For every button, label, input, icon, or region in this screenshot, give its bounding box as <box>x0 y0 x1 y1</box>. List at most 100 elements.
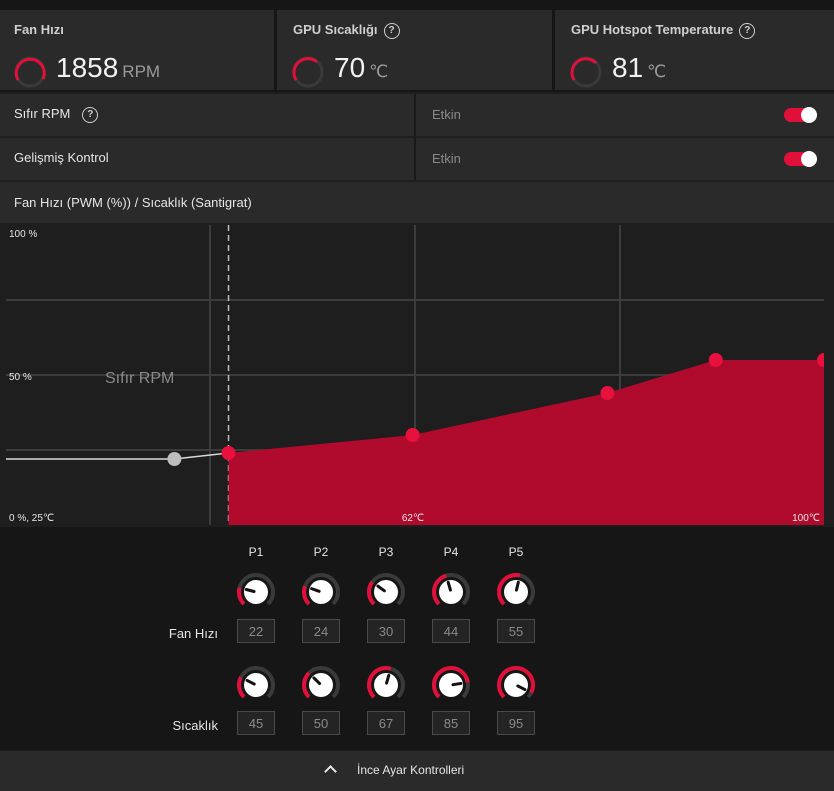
knob-indicator <box>516 684 527 692</box>
knob-face <box>309 673 333 697</box>
knob-indicator <box>446 580 452 592</box>
fan-speed-row-label: Fan Hızı <box>168 626 218 641</box>
footer-bar: İnce Ayar Kontrolleri <box>0 751 834 791</box>
knob-indicator <box>451 681 463 687</box>
advanced-control-label: Gelişmiş Kontrol <box>14 150 109 165</box>
knob-indicator <box>312 676 322 686</box>
fan-speed-knob[interactable] <box>300 571 342 613</box>
temperature-value-input[interactable]: 50 <box>302 711 340 735</box>
y-tick-label-top: 100 % <box>9 229 37 240</box>
gpu-temp-readout: 70 ℃ <box>334 52 388 84</box>
temperature-value-input[interactable]: 85 <box>432 711 470 735</box>
toggle-knob <box>801 107 817 123</box>
temperature-knob[interactable] <box>430 664 472 706</box>
knob-arc <box>432 666 470 699</box>
knob-arc <box>497 666 535 699</box>
gpu-temp-unit: ℃ <box>369 62 389 81</box>
fan-speed-value-input[interactable]: 24 <box>302 619 340 643</box>
row-divider <box>414 138 416 180</box>
knob-indicator <box>385 673 391 685</box>
knob-face <box>244 580 268 604</box>
temperature-value-input[interactable]: 45 <box>237 711 275 735</box>
knob-indicator <box>244 588 256 594</box>
curve-point[interactable] <box>405 428 420 442</box>
hotspot-temp-card: GPU Hotspot Temperature? 81 ℃ <box>555 10 834 90</box>
help-icon[interactable]: ? <box>82 106 99 123</box>
fan-speed-readout: 1858 RPM <box>56 52 160 84</box>
temperature-value-input[interactable]: 67 <box>367 711 405 735</box>
knob-arc <box>497 573 521 606</box>
temperature-row-label: Sıcaklık <box>172 718 218 733</box>
fan-speed-value-input[interactable]: 55 <box>497 619 535 643</box>
knob-arc <box>367 580 376 606</box>
x-tick-label-mid: 62℃ <box>402 513 424 524</box>
knob-face <box>504 673 528 697</box>
temperature-knob[interactable] <box>300 664 342 706</box>
fan-speed-value-input[interactable]: 22 <box>237 619 275 643</box>
point-label: P3 <box>378 545 394 559</box>
hotspot-temp-unit: ℃ <box>647 62 667 81</box>
hotspot-temp-title: GPU Hotspot Temperature <box>571 22 734 37</box>
point-label: P4 <box>443 545 459 559</box>
chevron-up-icon <box>324 765 337 778</box>
fan-curve-chart[interactable]: 100 % 50 % 0 %, 25℃ 62℃ 100℃ Sıfır RPM <box>6 225 831 525</box>
idle-connector-line <box>174 452 229 460</box>
zero-rpm-label-row: Sıfır RPM? <box>14 106 99 123</box>
idle-point[interactable] <box>167 452 182 466</box>
hotspot-temp-readout: 81 ℃ <box>612 52 666 84</box>
point-label: P2 <box>313 545 329 559</box>
knob-face <box>374 580 398 604</box>
knob-face <box>309 580 333 604</box>
zero-rpm-zone-label: Sıfır RPM <box>105 370 174 387</box>
gpu-temp-value: 70 <box>334 52 366 83</box>
fan-speed-knob[interactable] <box>365 571 407 613</box>
stats-row: Fan Hızı 1858 RPM GPU Sıcaklığı? 70 ℃ GPU … <box>0 0 834 92</box>
zero-rpm-toggle[interactable] <box>784 107 817 123</box>
gpu-temp-gauge-icon <box>292 56 324 88</box>
curve-point[interactable] <box>600 386 615 400</box>
temperature-knob[interactable] <box>365 664 407 706</box>
knob-arc <box>237 676 246 699</box>
knob-face <box>439 673 463 697</box>
advanced-control-status: Etkin <box>432 151 461 166</box>
hotspot-temp-gauge-icon <box>570 56 602 88</box>
gpu-temp-title-row: GPU Sıcaklığı? <box>293 22 400 39</box>
chart-title-bar: Fan Hızı (PWM (%)) / Sıcaklık (Santigrat… <box>0 182 834 223</box>
toggle-knob <box>801 151 817 167</box>
help-icon[interactable]: ? <box>739 22 756 39</box>
fan-speed-gauge-icon <box>14 56 46 88</box>
point-label: P1 <box>248 545 264 559</box>
fan-speed-value-input[interactable]: 30 <box>367 619 405 643</box>
knob-face <box>374 673 398 697</box>
help-icon[interactable]: ? <box>383 22 400 39</box>
knob-face <box>504 580 528 604</box>
fan-speed-card: Fan Hızı 1858 RPM <box>0 10 274 90</box>
knob-indicator <box>245 678 256 686</box>
fine-tune-controls-link[interactable]: İnce Ayar Kontrolleri <box>324 763 464 778</box>
fan-speed-knob[interactable] <box>235 571 277 613</box>
knob-face <box>244 673 268 697</box>
row-divider <box>414 94 416 136</box>
fan-speed-value: 1858 <box>56 52 119 83</box>
fan-speed-knob[interactable] <box>495 571 537 613</box>
fan-speed-value-input[interactable]: 44 <box>432 619 470 643</box>
temperature-knob[interactable] <box>235 664 277 706</box>
y-tick-label-mid: 50 % <box>9 372 32 383</box>
point-label: P5 <box>508 545 524 559</box>
zero-rpm-status: Etkin <box>432 107 461 122</box>
curve-point-controls: P1 22 45 P2 24 50 P3 30 67 P4 44 85 P5 55 95 Fan Hızı … <box>0 527 834 750</box>
temperature-knob[interactable] <box>495 664 537 706</box>
advanced-control-row: Gelişmiş Kontrol Etkin <box>0 138 834 180</box>
zero-rpm-label: Sıfır RPM <box>14 106 71 121</box>
fan-speed-unit: RPM <box>122 62 161 81</box>
chart-title: Fan Hızı (PWM (%)) / Sıcaklık (Santigrat… <box>14 195 252 210</box>
fan-speed-knob[interactable] <box>430 571 472 613</box>
hotspot-temp-title-row: GPU Hotspot Temperature? <box>571 22 756 39</box>
temperature-value-input[interactable]: 95 <box>497 711 535 735</box>
knob-face <box>439 580 463 604</box>
advanced-control-toggle[interactable] <box>784 151 817 167</box>
curve-point[interactable] <box>221 446 236 460</box>
curve-point[interactable] <box>708 353 723 367</box>
fan-curve-svg[interactable]: 100 % 50 % 0 %, 25℃ 62℃ 100℃ Sıfır RPM <box>6 225 831 525</box>
knob-indicator <box>376 584 386 593</box>
